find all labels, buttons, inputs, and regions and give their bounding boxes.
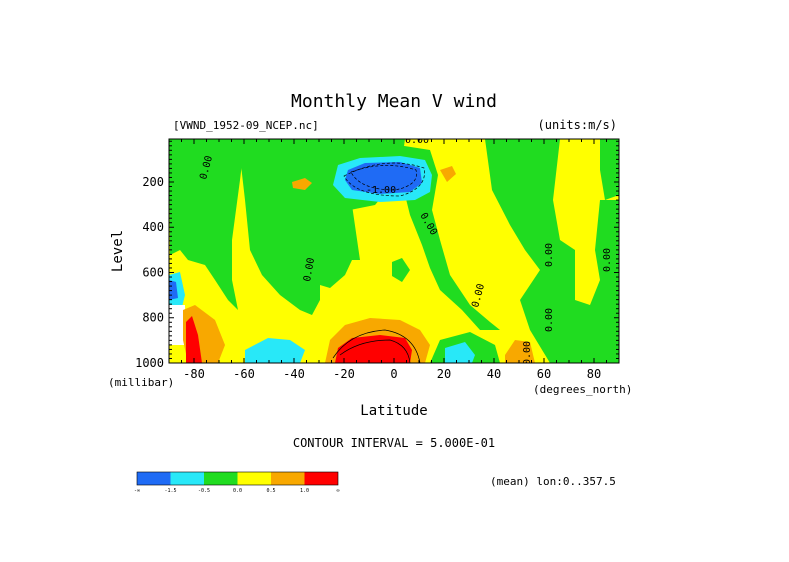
region-white-missing	[169, 305, 186, 345]
x-tick-label: 40	[487, 367, 501, 381]
contour-lines	[332, 162, 425, 363]
x-tick-label: -40	[283, 367, 305, 381]
y-tick-label: 200	[142, 175, 164, 189]
region-green-mid-blob	[318, 205, 360, 288]
region-red-antarctic	[186, 316, 202, 363]
y-tick-label: 600	[142, 265, 164, 279]
region-green-west	[169, 139, 245, 310]
region-cyan-south-surface	[245, 338, 305, 363]
region-orange-south-blob	[292, 178, 312, 190]
contour-line	[339, 339, 411, 363]
contour-label: 0.00	[405, 135, 429, 146]
colorbar-swatch	[237, 472, 271, 485]
y-axis-title: Level	[110, 230, 126, 272]
dataset-label: [VWND_1952-09_NCEP.nc]	[173, 119, 319, 132]
x-tick-label: -60	[233, 367, 255, 381]
contour-label: -1.00	[366, 185, 396, 196]
region-orange-north-surface	[505, 340, 535, 363]
contour-line	[350, 165, 417, 191]
x-axis: -80 -60 -40 -20 0 20 40 60 80	[168, 139, 620, 381]
colorbar-swatch	[170, 472, 204, 485]
region-green-northeast	[485, 139, 619, 363]
region-orange-north-blob	[440, 166, 456, 182]
colorbar-tick-label: ∞	[336, 488, 339, 494]
colorbar-tick-label: -0.5	[198, 488, 210, 494]
region-green-mid-island	[392, 258, 410, 282]
x-unit-label: (degrees_north)	[533, 383, 632, 396]
y-tick-label: 800	[142, 311, 164, 325]
colorbar-swatch	[304, 472, 338, 485]
y-tick-label: 1000	[135, 356, 164, 370]
region-green-north-pole	[600, 139, 619, 200]
contour-labels: 0.00 0.00 0.00 -1.00 0.00 0.00 0.00 0.00…	[198, 135, 613, 365]
units-label: (units:m/s)	[538, 118, 617, 132]
chart-title: Monthly Mean V wind	[291, 91, 497, 112]
x-tick-label: 0	[390, 367, 397, 381]
y-unit-label: (millibar)	[108, 376, 174, 389]
x-axis-title: Latitude	[360, 403, 427, 419]
contour-interval-text: CONTOUR INTERVAL = 5.000E-01	[293, 436, 495, 450]
colorbar-swatch	[271, 472, 305, 485]
x-tick-label: -80	[183, 367, 205, 381]
contour-label: 0.00	[544, 243, 555, 267]
x-tick-label: 60	[537, 367, 551, 381]
region-blue-jet	[345, 162, 422, 194]
colorbar-tick-label: -∞	[134, 488, 140, 494]
x-tick-label: 80	[587, 367, 601, 381]
mean-text: (mean) lon:0..357.5	[490, 475, 616, 488]
contour-line	[343, 162, 425, 197]
colorbar-tick-label: 0.0	[233, 488, 242, 494]
colorbar-swatch	[204, 472, 238, 485]
colorbar-frame	[136, 471, 339, 486]
colorbar-tick-label: 0.5	[266, 488, 275, 494]
y-tick-label: 400	[142, 220, 164, 234]
y-axis: 200 400 600 800 1000	[135, 140, 619, 370]
colorbar-tick-label: -1.5	[164, 488, 176, 494]
x-tick-label: 20	[437, 367, 451, 381]
contour-label: 0.00	[544, 308, 555, 332]
contour-label: 0.00	[602, 248, 613, 272]
x-tick-label: -20	[333, 367, 355, 381]
contour-label: 0.00	[522, 341, 533, 365]
contour-line	[332, 329, 421, 363]
contour-label: 0.00	[302, 257, 317, 283]
colorbar-tick-label: 1.0	[300, 488, 309, 494]
region-cyan-north-surface	[445, 342, 475, 363]
region-red-surface-core	[335, 335, 412, 363]
plot-area: 0.00 0.00 0.00 -1.00 0.00 0.00 0.00 0.00…	[169, 135, 619, 365]
colorbar: -∞ -1.5 -0.5 0.0 0.5 1.0 ∞	[134, 471, 340, 494]
colorbar-swatch	[137, 472, 171, 485]
